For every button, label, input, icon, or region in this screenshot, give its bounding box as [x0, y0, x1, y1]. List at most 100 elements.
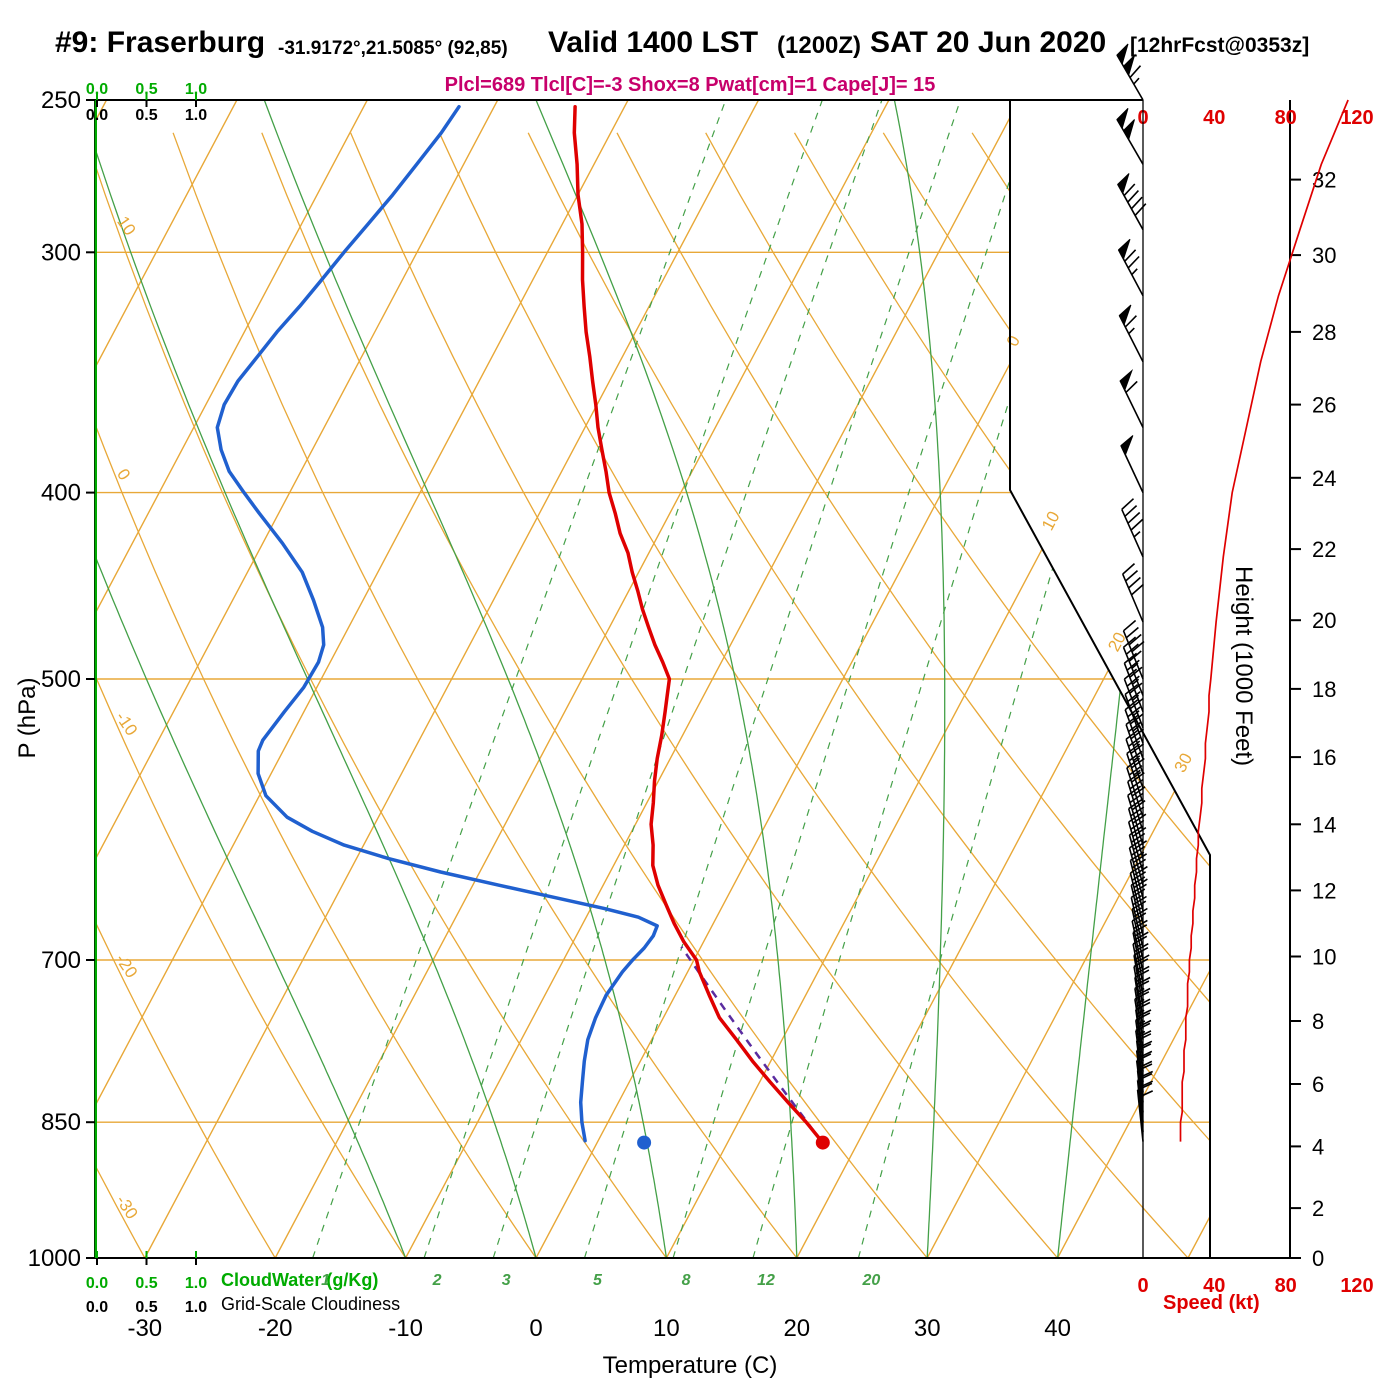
svg-text:0: 0 — [1003, 332, 1024, 349]
svg-text:20: 20 — [1312, 608, 1336, 633]
svg-text:-20: -20 — [258, 1315, 293, 1342]
svg-text:850: 850 — [41, 1109, 81, 1136]
svg-text:0.0: 0.0 — [86, 107, 108, 124]
sounding-profiles — [215, 104, 830, 1150]
svg-text:28: 28 — [1312, 320, 1336, 345]
svg-text:16: 16 — [1312, 745, 1336, 770]
svg-text:1.0: 1.0 — [185, 1275, 207, 1292]
svg-text:0.5: 0.5 — [135, 81, 157, 98]
valid-date: SAT 20 Jun 2020 — [870, 26, 1107, 59]
isotherm-lines — [95, 100, 1210, 1258]
svg-text:-10: -10 — [112, 708, 141, 739]
svg-text:1.0: 1.0 — [185, 1299, 207, 1316]
pressure-axis: 250 300 400 500 700 850 1000 — [28, 87, 95, 1272]
temperature-curve — [572, 104, 825, 1145]
svg-text:10: 10 — [113, 213, 139, 239]
svg-text:2: 2 — [432, 1272, 442, 1289]
svg-text:1.0: 1.0 — [185, 107, 207, 124]
svg-text:40: 40 — [1203, 1275, 1225, 1297]
svg-text:0.0: 0.0 — [86, 1275, 108, 1292]
isobar-lines — [95, 251, 1210, 1123]
temperature-axis-title: Temperature (C) — [602, 1352, 778, 1379]
svg-text:10: 10 — [653, 1315, 680, 1342]
svg-text:12: 12 — [757, 1272, 775, 1289]
svg-text:20: 20 — [862, 1272, 881, 1289]
svg-text:-20: -20 — [112, 950, 141, 981]
svg-text:40: 40 — [1203, 107, 1225, 129]
pressure-axis-title: P (hPa) — [14, 677, 41, 759]
svg-text:4: 4 — [1312, 1134, 1324, 1159]
svg-text:120: 120 — [1340, 1275, 1373, 1297]
svg-text:0.5: 0.5 — [135, 1299, 157, 1316]
svg-text:0.5: 0.5 — [135, 107, 157, 124]
cloud-axis-ticks: 0.0 0.0 0.0 0.0 0.5 0.5 0.5 0.5 1.0 1.0 1.0 1.0 — [86, 81, 207, 1316]
cloudwater-axis-title: CloudWater (g/Kg) — [221, 1270, 379, 1290]
svg-text:26: 26 — [1312, 393, 1336, 418]
svg-text:8: 8 — [682, 1272, 691, 1289]
svg-text:1.0: 1.0 — [185, 81, 207, 98]
moist-adiabat-lines — [95, 100, 1180, 1258]
height-axis-title: Height (1000 Feet) — [1230, 566, 1257, 767]
svg-text:20: 20 — [783, 1315, 810, 1342]
svg-text:0.0: 0.0 — [86, 81, 108, 98]
svg-text:0: 0 — [529, 1315, 542, 1342]
svg-text:30: 30 — [914, 1315, 941, 1342]
svg-text:1: 1 — [321, 1272, 330, 1289]
cloudiness-axis-title: Grid-Scale Cloudiness — [221, 1294, 401, 1314]
svg-text:24: 24 — [1312, 466, 1336, 491]
svg-text:-10: -10 — [388, 1315, 423, 1342]
svg-text:700: 700 — [41, 947, 81, 974]
dry-adiabat-lines — [95, 132, 1210, 1258]
svg-text:3: 3 — [502, 1272, 511, 1289]
svg-text:0.0: 0.0 — [86, 1299, 108, 1316]
svg-text:40: 40 — [1044, 1315, 1071, 1342]
dewpoint-curve — [215, 104, 659, 1143]
station-title: #9: Fraserburg — [55, 26, 266, 59]
svg-text:80: 80 — [1275, 1275, 1297, 1297]
surface-temp-dot — [815, 1135, 830, 1150]
valid-time: Valid 1400 LST — [548, 26, 759, 59]
speed-axis-title: Speed (kt) — [1163, 1292, 1260, 1314]
svg-text:10: 10 — [1038, 508, 1064, 534]
svg-text:20: 20 — [1104, 629, 1130, 655]
station-coords: -31.9172°,21.5085° (92,85) — [278, 38, 508, 59]
mixing-ratio-lines — [312, 100, 1195, 1258]
svg-text:12: 12 — [1312, 878, 1336, 903]
svg-text:14: 14 — [1312, 812, 1336, 837]
svg-text:1000: 1000 — [28, 1245, 81, 1272]
svg-text:0: 0 — [113, 465, 134, 483]
parcel-path — [680, 946, 824, 1144]
svg-text:10: 10 — [1312, 945, 1336, 970]
forecast-tag: [12hrFcst@0353z] — [1130, 34, 1310, 57]
svg-text:300: 300 — [41, 239, 81, 266]
svg-text:22: 22 — [1312, 537, 1336, 562]
svg-text:30: 30 — [1312, 243, 1336, 268]
svg-text:0: 0 — [1137, 1275, 1148, 1297]
svg-text:18: 18 — [1312, 677, 1336, 702]
svg-text:5: 5 — [593, 1272, 603, 1289]
svg-text:120: 120 — [1340, 107, 1373, 129]
isotherm-labels: 0 10 20 30 — [1003, 332, 1196, 775]
svg-text:250: 250 — [41, 87, 81, 114]
mixing-ratio-labels: 1 2 3 5 8 12 20 — [321, 1272, 880, 1289]
speed-axis: 0 0 40 40 80 80 120 120 — [1137, 107, 1373, 1297]
svg-text:80: 80 — [1275, 107, 1297, 129]
svg-text:-30: -30 — [127, 1315, 162, 1342]
svg-text:2: 2 — [1312, 1196, 1324, 1221]
skewt-background — [95, 100, 1210, 1258]
temperature-axis: -30 -20 -10 0 10 20 30 40 — [127, 1315, 1070, 1342]
svg-text:30: 30 — [1171, 750, 1197, 776]
valid-zulu: (1200Z) — [777, 32, 862, 59]
stability-indices: Plcl=689 Tlcl[C]=-3 Shox=8 Pwat[cm]=1 Ca… — [444, 74, 936, 96]
svg-text:6: 6 — [1312, 1072, 1324, 1097]
wind-barbs — [1116, 43, 1154, 1142]
svg-text:0.5: 0.5 — [135, 1275, 157, 1292]
svg-text:8: 8 — [1312, 1009, 1324, 1034]
svg-text:400: 400 — [41, 480, 81, 507]
speed-profile — [1179, 99, 1349, 1142]
dry-adiabat-labels: 10 0 -10 -20 -30 — [112, 213, 142, 1223]
svg-text:0: 0 — [1312, 1246, 1324, 1271]
